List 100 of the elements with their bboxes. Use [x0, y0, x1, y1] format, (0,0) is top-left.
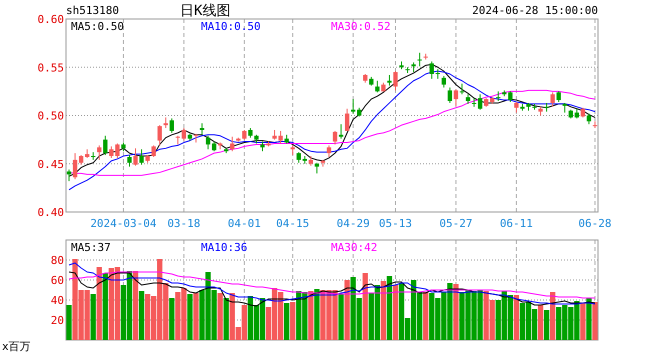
bar — [132, 271, 138, 340]
bar — [514, 295, 520, 340]
bar — [90, 294, 96, 340]
bar — [423, 292, 428, 340]
bar — [380, 281, 386, 340]
bar — [544, 310, 550, 340]
text: 2024-06-28 15:00:00 — [472, 4, 598, 17]
candlestick — [103, 135, 108, 156]
bar — [538, 305, 544, 340]
candlestick — [580, 107, 586, 118]
candlestick — [550, 92, 555, 108]
candlestick — [411, 62, 416, 73]
bar — [338, 294, 344, 340]
bar — [386, 276, 392, 340]
x-tick-label: 2024-03-04 — [90, 217, 157, 230]
line-series — [68, 272, 596, 306]
candlestick — [472, 98, 476, 108]
candlestick — [139, 148, 144, 166]
x-tick-label: 05-13 — [378, 217, 412, 230]
series-label: MA5:37 — [71, 241, 111, 254]
candlestick — [260, 141, 265, 152]
candlestick — [478, 94, 482, 110]
candlestick — [170, 118, 174, 134]
candlestick — [308, 156, 314, 166]
y-tick-label: 40 — [50, 294, 64, 307]
candlestick — [460, 83, 464, 95]
bar — [224, 298, 229, 340]
bar — [96, 267, 102, 340]
y-tick-label: 0.60 — [38, 13, 64, 26]
line-series — [68, 272, 596, 298]
candlestick — [417, 52, 422, 67]
line-series — [68, 64, 596, 177]
candlestick — [72, 152, 78, 180]
bar — [169, 298, 174, 340]
x-tick-label: 06-28 — [578, 217, 612, 230]
text: x百万 — [2, 340, 31, 353]
candlestick — [66, 169, 72, 182]
x-tick-label: 06-11 — [500, 217, 533, 230]
x-tick-label: 04-29 — [336, 217, 370, 230]
text: MA30:42 — [331, 241, 378, 254]
candlestick — [158, 124, 162, 146]
y-tick-label: 0.40 — [38, 206, 64, 219]
candlestick — [344, 108, 350, 132]
x-tick-label: 05-27 — [439, 217, 472, 230]
text: MA5:0.50 — [71, 20, 124, 33]
y-tick-label: 0.55 — [38, 61, 64, 74]
candlestick — [91, 152, 96, 160]
y-tick-label: 0.45 — [38, 158, 64, 171]
candlestick — [375, 80, 380, 93]
bar — [550, 292, 556, 340]
bar — [580, 303, 586, 340]
bar — [102, 273, 108, 340]
candlestick — [278, 130, 283, 144]
candlestick — [230, 136, 234, 152]
x-tick-label: 04-15 — [276, 217, 310, 230]
chart-title: 日K线图 — [180, 3, 230, 19]
x-tick-label: 04-01 — [228, 217, 261, 230]
candlestick — [454, 88, 458, 106]
candlestick — [242, 129, 247, 140]
candlestick — [290, 144, 295, 156]
candlestick — [200, 122, 204, 136]
candlestick — [514, 101, 519, 114]
candlestick — [448, 87, 452, 104]
bar — [218, 293, 223, 340]
line-series — [68, 262, 596, 304]
candlestick — [496, 90, 500, 102]
bar — [314, 289, 320, 340]
y-tick-label: 80 — [50, 254, 64, 267]
candlestick — [442, 75, 446, 88]
candlestick — [314, 162, 320, 174]
candlestick — [466, 94, 470, 104]
candlestick — [562, 102, 567, 114]
candlestick — [556, 90, 561, 102]
bar — [284, 303, 290, 340]
x-tick-label: 03-18 — [167, 217, 200, 230]
candlestick — [127, 154, 132, 168]
bar — [392, 285, 398, 340]
candlestick — [586, 113, 592, 125]
candlestick — [97, 144, 102, 160]
text: MA30:0.52 — [331, 20, 391, 33]
candlestick — [164, 116, 168, 129]
y-tick-label: 60 — [50, 274, 64, 287]
y-tick-label: 0.50 — [38, 110, 64, 122]
candlestick — [133, 148, 138, 166]
bar — [138, 291, 144, 340]
candlestick — [206, 135, 210, 150]
bar — [290, 302, 296, 340]
text: sh513180 — [66, 4, 119, 17]
text: MA10:0.50 — [201, 20, 261, 33]
text: MA10:36 — [201, 241, 248, 254]
candlestick — [151, 144, 156, 158]
candlestick — [212, 141, 216, 152]
candlestick — [393, 70, 398, 91]
bar — [187, 294, 193, 340]
y-tick-label: 20 — [50, 314, 64, 327]
bar — [308, 291, 314, 340]
bar — [344, 280, 350, 340]
bar — [193, 293, 199, 340]
bar — [592, 302, 598, 340]
candlestick — [332, 130, 338, 145]
